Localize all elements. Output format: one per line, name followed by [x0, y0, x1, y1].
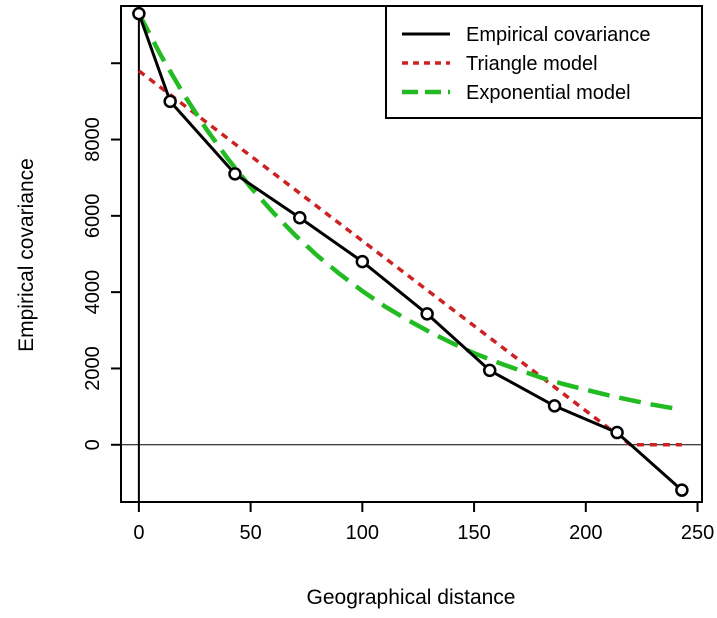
- empirical-point-5: [420, 307, 434, 321]
- series-line-exponential-model: [136, 12, 683, 412]
- x-tick-label-0: 0: [133, 522, 144, 544]
- y-tick-label-2000: 2000: [82, 346, 104, 391]
- empirical-point-1: [163, 94, 177, 109]
- y-tick-label-0: 0: [82, 439, 104, 450]
- x-tick-label-50: 50: [239, 522, 261, 544]
- empirical-point-4: [355, 254, 370, 269]
- empirical-point-8: [610, 425, 624, 440]
- legend-label-empirical-covariance: Empirical covariance: [466, 24, 651, 46]
- plot-frame: [120, 5, 703, 503]
- series-line-empirical-covariance: [137, 12, 684, 492]
- x-tick-label-200: 200: [569, 522, 602, 544]
- series-line-triangle-model: [137, 69, 682, 447]
- empirical-point-6: [482, 363, 497, 378]
- legend: Empirical covariance Triangle model Expone…: [385, 5, 703, 119]
- empirical-point-9: [675, 483, 689, 497]
- x-tick-label-250: 250: [681, 522, 714, 544]
- x-tick-label-150: 150: [457, 522, 490, 544]
- empirical-point-3: [293, 211, 307, 225]
- y-axis-title: Empirical covariance: [15, 158, 38, 352]
- empirical-point-2: [228, 167, 242, 181]
- empirical-point-7: [547, 399, 562, 413]
- empirical-point-0: [132, 6, 146, 21]
- axis-ticks: 0 50 100 150 200 250 0 2000 4000 6000 8000: [82, 62, 714, 544]
- plot-layer: [121, 6, 702, 502]
- y-tick-label-4000: 4000: [82, 270, 104, 315]
- plot-area: [121, 6, 702, 502]
- x-tick-label-100: 100: [346, 522, 379, 544]
- legend-label-exponential-model: Exponential model: [466, 82, 631, 104]
- y-tick-label-6000: 6000: [82, 194, 104, 239]
- x-axis-title: Geographical distance: [307, 586, 516, 609]
- y-tick-label-8000: 8000: [82, 117, 104, 162]
- legend-label-triangle-model: Triangle model: [466, 53, 598, 75]
